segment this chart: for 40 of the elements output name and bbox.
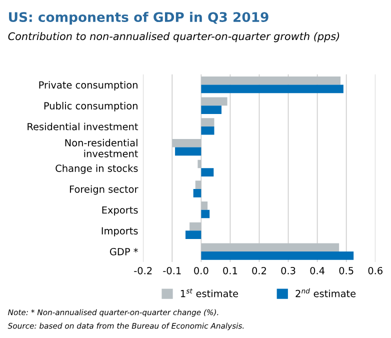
bar — [172, 138, 202, 148]
bar — [201, 106, 222, 114]
x-tick-label: 0.6 — [368, 266, 382, 274]
bar — [201, 84, 344, 94]
chart-subtitle: Contribution to non-annualised quarter-on-quarter growth (pps) — [8, 32, 340, 42]
y-tick-label: Foreign sector — [70, 185, 138, 195]
x-tick-label: 0.3 — [281, 266, 296, 274]
y-tick-label: Non-residential investment — [65, 138, 138, 158]
x-tick-label: -0.2 — [134, 266, 152, 274]
y-tick-label: Residential investment — [28, 122, 138, 130]
x-tick-label: 0.2 — [252, 266, 266, 274]
bar — [193, 189, 202, 198]
bar — [201, 126, 214, 135]
x-tick-label: 0.5 — [339, 266, 354, 274]
x-tick-label: 0.1 — [223, 266, 238, 274]
bar — [175, 147, 202, 156]
bar — [201, 76, 341, 85]
x-tick-label: 0.4 — [310, 266, 324, 274]
bar — [201, 243, 340, 252]
bar — [201, 252, 354, 260]
y-tick-label: Imports — [102, 227, 138, 236]
y-tick-label: GDP * — [110, 248, 138, 256]
bar — [185, 230, 202, 240]
bar — [201, 202, 208, 210]
legend-label: 1$^{st}$ estimate — [180, 288, 238, 298]
bar — [190, 222, 202, 231]
x-tick-label: -0.1 — [163, 266, 181, 274]
y-tick-label: Private consumption — [39, 81, 138, 90]
legend-label: 2$^{nd}$ estimate — [296, 288, 356, 298]
y-tick-label: Public consumption — [44, 102, 138, 112]
bar — [201, 97, 228, 106]
y-tick-label: Change in stocks — [56, 164, 138, 174]
bar — [201, 118, 214, 126]
chart-title: US: components of GDP in Q3 2019 — [9, 12, 268, 25]
bar — [195, 180, 202, 189]
bar — [201, 168, 214, 176]
x-tick-label: 0.0 — [194, 266, 208, 274]
bar — [201, 210, 210, 218]
y-tick-label: Exports — [102, 206, 138, 216]
bar — [198, 160, 202, 168]
